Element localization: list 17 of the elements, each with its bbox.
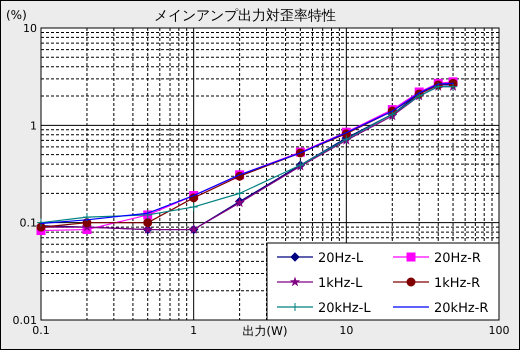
y-tick-label: 10 — [23, 22, 37, 35]
x-tick-label: 1 — [190, 324, 198, 337]
x-tick-label: 0.1 — [32, 324, 50, 337]
chart-title: メインアンプ出力対歪率特性 — [154, 8, 336, 24]
legend-label: 20kHz-L — [318, 301, 372, 316]
legend-label: 20Hz-R — [434, 251, 481, 266]
x-tick-label: 100 — [488, 324, 510, 337]
legend-label: 20kHz-R — [434, 301, 488, 316]
x-axis-title: 出力(W) — [242, 324, 288, 338]
y-tick-label: 1 — [30, 119, 37, 132]
legend-label: 1kHz-R — [434, 276, 480, 291]
y-tick-label: 0.1 — [20, 216, 37, 230]
legend-label: 1kHz-L — [318, 276, 364, 291]
y-axis-title: (%) — [6, 8, 27, 22]
legend-label: 20Hz-L — [318, 251, 364, 266]
y-tick-label: 0.01 — [12, 314, 37, 327]
x-tick-label: 10 — [339, 324, 354, 337]
